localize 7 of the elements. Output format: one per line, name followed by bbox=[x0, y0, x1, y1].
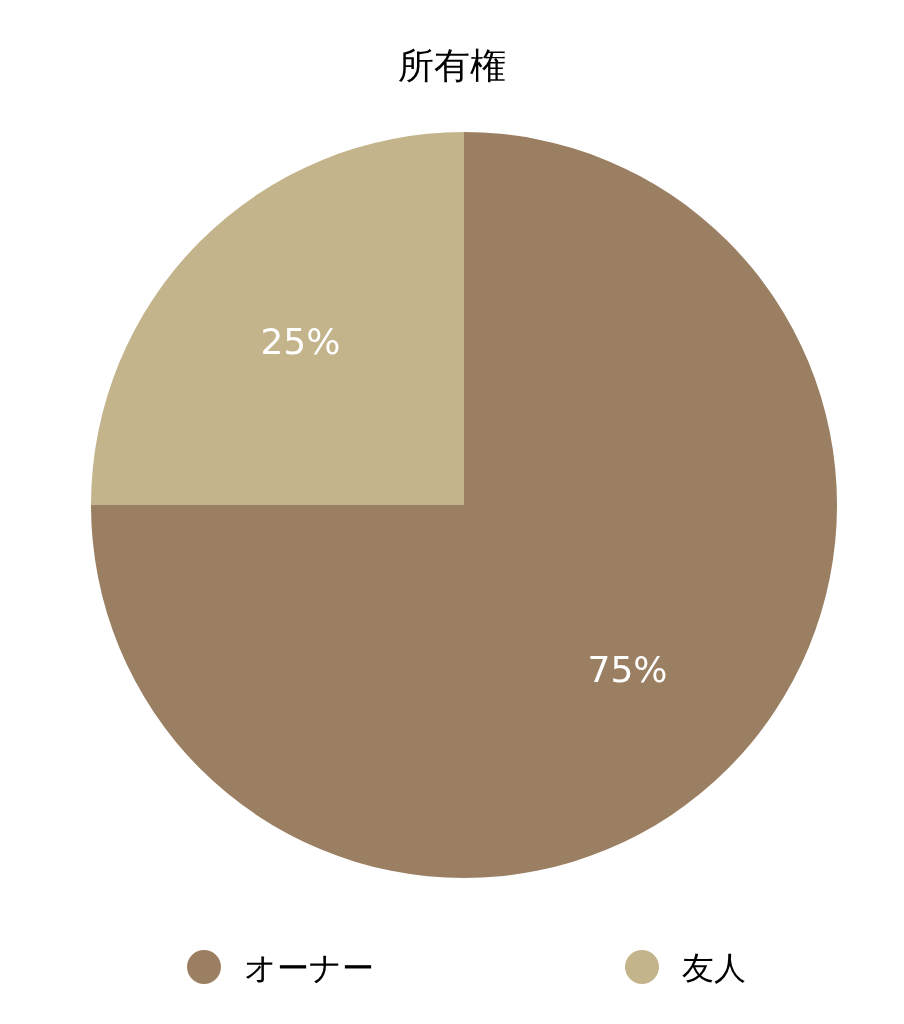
legend-label: 友人 bbox=[682, 949, 746, 987]
legend-label: オーナー bbox=[244, 949, 374, 987]
data-label: 75% bbox=[587, 648, 668, 690]
pie-slice bbox=[91, 132, 837, 878]
chart-title: 所有権 bbox=[398, 45, 506, 86]
data-label: 25% bbox=[260, 321, 341, 363]
pie-slice bbox=[91, 132, 464, 505]
